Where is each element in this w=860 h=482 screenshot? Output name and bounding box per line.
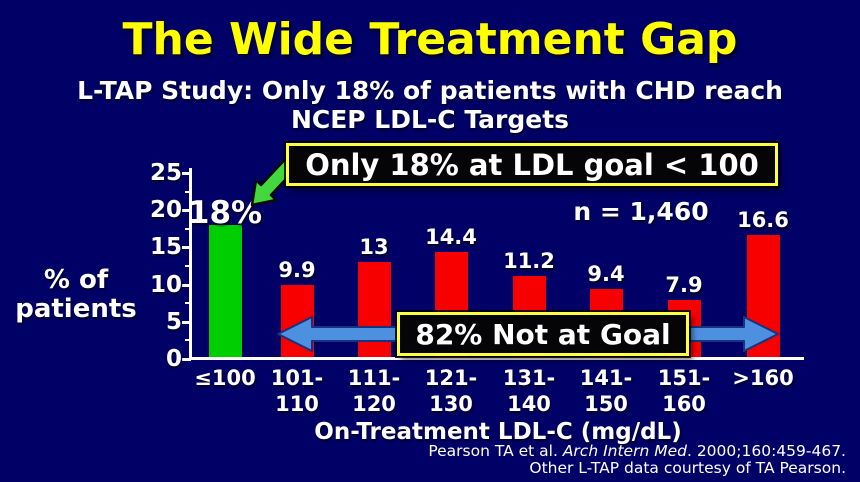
y-axis-major-tick: [182, 246, 191, 250]
y-axis-major-tick: [182, 283, 191, 287]
y-axis-tick-label: 25: [149, 160, 182, 186]
callout-ldl-goal-text: Only 18% at LDL goal < 100: [305, 147, 759, 182]
x-axis-tick-label: 111- 120: [347, 366, 401, 416]
x-axis-tick-label: 141- 150: [579, 366, 633, 416]
bar-value-label: 7.9: [665, 273, 703, 297]
y-axis-minor-tick: [185, 265, 191, 267]
x-axis-tick-label: >160: [732, 366, 794, 390]
x-axis-line: [189, 357, 804, 360]
y-axis-tick-label: 15: [149, 234, 182, 261]
y-axis-major-tick: [182, 172, 191, 175]
not-at-goal-text: 82% Not at Goal: [415, 317, 671, 351]
bar-not-at-goal: [746, 235, 780, 359]
y-axis-tick-label: 20: [149, 197, 182, 224]
bar-value-label: 16.6: [737, 208, 789, 232]
slide-subtitle: L-TAP Study: Only 18% of patients with C…: [77, 76, 783, 134]
y-axis-tick-label: 10: [149, 271, 182, 298]
bar-value-label: 18%: [187, 195, 263, 231]
slide-title: The Wide Treatment Gap: [122, 14, 738, 65]
bar-value-label: 9.4: [587, 262, 625, 286]
x-axis-tick-label: 151- 160: [657, 366, 711, 416]
callout-ldl-goal-box: Only 18% at LDL goal < 100: [286, 143, 778, 186]
y-axis-major-tick: [182, 320, 191, 324]
bar-value-label: 13: [359, 235, 389, 259]
y-axis-minor-tick: [185, 302, 191, 305]
x-axis-tick-label: ≤100: [194, 366, 256, 390]
bar-not-at-goal: [357, 262, 391, 359]
y-axis-line: [189, 168, 192, 360]
y-axis-minor-tick: [185, 190, 191, 193]
bar-not-at-goal: [280, 285, 314, 359]
citation-footer: Pearson TA et al. Arch Intern Med. 2000;…: [246, 443, 846, 476]
bar-value-label: 14.4: [425, 225, 477, 249]
x-axis-tick-label: 121- 130: [424, 366, 478, 416]
y-axis-minor-tick: [185, 227, 191, 230]
y-axis-tick-label: 0: [165, 346, 182, 372]
bar-value-label: 11.2: [503, 249, 555, 273]
sample-size-label: n = 1,460: [573, 197, 709, 226]
citation-line2: Other L-TAP data courtesy of TA Pearson.: [529, 458, 846, 477]
y-axis-minor-tick: [185, 339, 191, 342]
x-axis-title: On-Treatment LDL-C (mg/dL): [314, 419, 682, 445]
x-axis-tick-label: 101- 110: [270, 366, 324, 416]
y-axis-major-tick: [182, 209, 191, 213]
x-axis-tick-label: 131- 140: [502, 366, 556, 416]
not-at-goal-box: 82% Not at Goal: [397, 312, 689, 356]
y-axis-major-tick: [182, 358, 191, 361]
y-axis-tick-label: 5: [165, 308, 182, 335]
bar-at-goal: [208, 225, 242, 359]
citation-line1: Pearson TA et al. Arch Intern Med. 2000;…: [428, 442, 846, 460]
y-axis-label: % of patients: [15, 265, 137, 324]
bar-value-label: 9.9: [278, 258, 316, 282]
journal-name: Arch Intern Med: [562, 442, 687, 460]
